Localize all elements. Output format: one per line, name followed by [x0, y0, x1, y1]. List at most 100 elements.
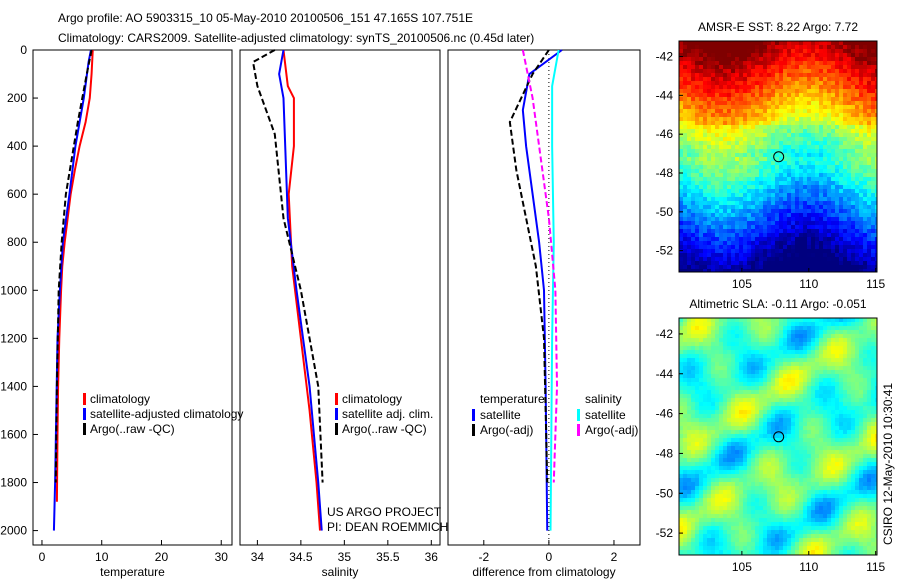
- map-cell: [691, 181, 695, 185]
- map-cell: [711, 101, 715, 105]
- map-cell: [783, 129, 787, 133]
- map-cell: [871, 402, 875, 406]
- map-cell: [691, 261, 695, 265]
- map-cell: [835, 346, 839, 350]
- map-cell: [683, 245, 687, 249]
- map-cell: [811, 338, 815, 342]
- map-cell: [855, 350, 859, 354]
- map-cell: [771, 386, 775, 390]
- map-cell: [871, 129, 875, 133]
- map-cell: [695, 430, 699, 434]
- map-cell: [779, 61, 783, 65]
- map-cell: [743, 422, 747, 426]
- map-cell: [687, 237, 691, 241]
- map-cell: [775, 410, 779, 414]
- map-cell: [767, 41, 771, 45]
- map-cell: [811, 249, 815, 253]
- map-cell: [827, 173, 831, 177]
- map-cell: [867, 261, 871, 265]
- map-cell: [851, 77, 855, 81]
- map-cell: [843, 41, 847, 45]
- map-cell: [679, 402, 683, 406]
- map-cell: [799, 322, 803, 326]
- map-cell: [703, 149, 707, 153]
- map-cell: [871, 213, 875, 217]
- map-cell: [707, 374, 711, 378]
- map-cell: [683, 185, 687, 189]
- x-tick-label: 34.5: [289, 550, 313, 564]
- y-tick-label: 200: [7, 91, 27, 105]
- map-cell: [723, 41, 727, 45]
- map-cell: [703, 466, 707, 470]
- map-cell: [871, 318, 875, 322]
- map-cell: [747, 141, 751, 145]
- map-cell: [755, 402, 759, 406]
- map-cell: [703, 398, 707, 402]
- map-cell: [843, 201, 847, 205]
- map-cell: [695, 205, 699, 209]
- map-cell: [695, 346, 699, 350]
- map-cell: [851, 362, 855, 366]
- map-cell: [703, 450, 707, 454]
- map-cell: [855, 93, 859, 97]
- map-cell: [751, 185, 755, 189]
- map-cell: [831, 350, 835, 354]
- map-cell: [843, 334, 847, 338]
- map-cell: [835, 354, 839, 358]
- map-cell: [795, 366, 799, 370]
- map-cell: [855, 346, 859, 350]
- map-cell: [875, 342, 877, 346]
- map-cell: [755, 346, 759, 350]
- map-cell: [819, 474, 823, 478]
- map-cell: [819, 382, 823, 386]
- map-cell: [715, 354, 719, 358]
- map-cell: [751, 326, 755, 330]
- map-cell: [783, 105, 787, 109]
- map-cell: [687, 121, 691, 125]
- map-cell: [847, 249, 851, 253]
- map-cell: [839, 65, 843, 69]
- map-cell: [823, 253, 827, 257]
- map-cell: [863, 265, 867, 269]
- map-cell: [751, 362, 755, 366]
- map-cell: [779, 161, 783, 165]
- map-cell: [787, 93, 791, 97]
- map-cell: [867, 133, 871, 137]
- map-cell: [727, 334, 731, 338]
- map-cell: [723, 237, 727, 241]
- map-cell: [743, 350, 747, 354]
- map-cell: [687, 366, 691, 370]
- map-cell: [875, 338, 877, 342]
- map-cell: [683, 454, 687, 458]
- map-cell: [731, 398, 735, 402]
- map-cell: [703, 161, 707, 165]
- map-cell: [807, 153, 811, 157]
- map-cell: [707, 354, 711, 358]
- map-cell: [739, 350, 743, 354]
- map-cell: [723, 181, 727, 185]
- map-cell: [735, 185, 739, 189]
- map-cell: [819, 121, 823, 125]
- map-cell: [863, 382, 867, 386]
- map-cell: [823, 177, 827, 181]
- map-cell: [727, 201, 731, 205]
- map-cell: [747, 442, 751, 446]
- map-cell: [703, 474, 707, 478]
- map-cell: [759, 406, 763, 410]
- map-cell: [787, 342, 791, 346]
- map-cell: [807, 41, 811, 45]
- map-cell: [847, 217, 851, 221]
- map-cell: [875, 53, 877, 57]
- map-cell: [867, 161, 871, 165]
- axes-frame: [447, 49, 641, 546]
- map-cell: [775, 89, 779, 93]
- map-cell: [771, 398, 775, 402]
- map-cell: [795, 45, 799, 49]
- map-cell: [807, 418, 811, 422]
- map-cell: [771, 390, 775, 394]
- map-cell: [791, 261, 795, 265]
- map-cell: [863, 418, 867, 422]
- map-cell: [783, 434, 787, 438]
- map-cell: [855, 97, 859, 101]
- map-cell: [803, 61, 807, 65]
